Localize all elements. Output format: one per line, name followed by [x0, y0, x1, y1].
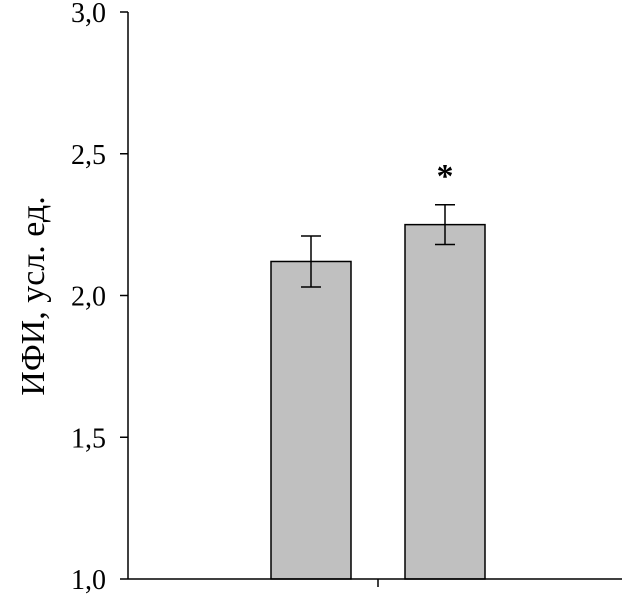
significance-marker: *: [437, 158, 454, 195]
error-bars: [301, 204, 455, 288]
bars: [270, 223, 486, 580]
y-tick-label: 3,0: [71, 0, 106, 29]
y-tick-label: 1,0: [71, 565, 106, 594]
y-tick-label: 1,5: [71, 423, 106, 454]
annotations: *: [437, 158, 454, 195]
y-tick-label: 2,5: [71, 140, 106, 171]
bar: [404, 223, 486, 580]
y-axis-ticks: 1,0 1,5 2,0 2,5 3,0: [71, 0, 128, 594]
bar: [270, 260, 352, 580]
y-axis-title: ИФИ, усл. ед.: [15, 196, 52, 395]
y-tick-label: 2,0: [71, 282, 106, 313]
error-bar: [435, 204, 455, 246]
error-bar: [301, 235, 321, 288]
